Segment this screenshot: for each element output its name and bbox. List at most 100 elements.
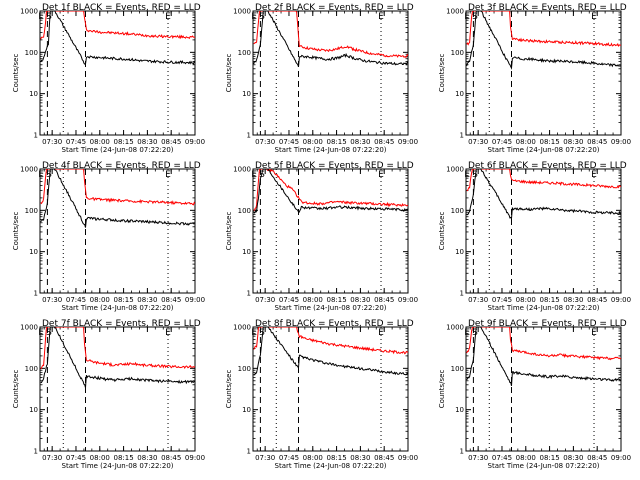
chart-panel-1: Det 1f BLACK = Events, RED = LLD 1 10 100 10…: [12, 3, 205, 154]
x-tick-label: 08:00: [516, 296, 536, 304]
x-tick-label: 08:30: [350, 296, 370, 304]
x-tick-label: 07:45: [492, 296, 512, 304]
x-axis-label: Start Time (24-Jun-08 07:22:20): [62, 304, 174, 312]
y-tick-label: 10: [29, 248, 38, 256]
y-tick-label: 1: [34, 132, 38, 140]
x-tick-label: 08:15: [539, 138, 559, 146]
chart-panel-7: Det 7f BLACK = Events, RED = LLD 1 10 100 10…: [12, 319, 205, 470]
event-marker-label: S: [46, 328, 52, 338]
y-axis-label: Counts/sec: [438, 370, 446, 409]
y-tick-label: 1000: [446, 166, 464, 174]
lld-series-line: [466, 11, 621, 48]
y-tick-label: 10: [242, 406, 251, 414]
plot-frame: [39, 168, 196, 294]
event-marker-label: E: [591, 328, 597, 338]
lld-series-line: [253, 169, 408, 211]
lld-series-line: [466, 327, 621, 361]
event-marker-label: E: [251, 12, 257, 22]
lld-series-line: [40, 327, 195, 370]
event-marker-label: E: [165, 12, 171, 22]
x-tick-label: 09:00: [185, 296, 205, 304]
event-marker-label: E: [251, 170, 257, 180]
x-tick-label: 08:00: [516, 138, 536, 146]
x-tick-label: 08:00: [90, 296, 110, 304]
x-tick-label: 07:45: [66, 296, 86, 304]
y-tick-label: 1: [34, 448, 38, 456]
x-axis-label: Start Time (24-Jun-08 07:22:20): [488, 146, 600, 154]
y-tick-label: 1: [460, 448, 464, 456]
x-tick-label: 08:30: [137, 138, 157, 146]
events-series-line: [253, 327, 408, 376]
x-tick-label: 08:45: [587, 296, 607, 304]
x-tick-label: 08:45: [161, 138, 181, 146]
event-marker-label: E: [378, 170, 384, 180]
event-marker-label: E: [378, 12, 384, 22]
plot-frame: [252, 326, 409, 452]
x-tick-label: 07:30: [468, 454, 488, 462]
x-tick-label: 08:45: [374, 138, 394, 146]
event-marker-label: E: [591, 12, 597, 22]
x-tick-label: 07:45: [279, 296, 299, 304]
x-tick-label: 07:45: [279, 138, 299, 146]
x-tick-label: 08:15: [326, 138, 346, 146]
y-axis-label: Counts/sec: [12, 370, 20, 409]
chart-title: Det 5f BLACK = Events, RED = LLD: [255, 161, 414, 171]
x-tick-label: 08:00: [90, 454, 110, 462]
x-tick-label: 08:30: [137, 454, 157, 462]
y-tick-label: 100: [25, 365, 38, 373]
y-tick-label: 1: [34, 290, 38, 298]
x-tick-label: 09:00: [398, 454, 418, 462]
lld-series-line: [253, 11, 408, 58]
x-axis-label: Start Time (24-Jun-08 07:22:20): [488, 304, 600, 312]
x-tick-label: 07:45: [279, 454, 299, 462]
plot-frame: [465, 326, 622, 452]
x-tick-label: 08:15: [539, 454, 559, 462]
event-marker-label: E: [378, 328, 384, 338]
event-marker-label: E: [464, 12, 470, 22]
y-tick-label: 1: [247, 132, 251, 140]
x-tick-label: 09:00: [611, 296, 631, 304]
y-tick-label: 100: [25, 207, 38, 215]
x-tick-label: 07:45: [492, 454, 512, 462]
y-tick-label: 1: [460, 290, 464, 298]
event-marker-label: S: [259, 170, 265, 180]
chart-title: Det 9f BLACK = Events, RED = LLD: [468, 319, 627, 329]
x-tick-label: 08:30: [563, 296, 583, 304]
y-axis-label: Counts/sec: [12, 54, 20, 93]
events-series-line: [40, 327, 195, 388]
x-tick-label: 08:30: [563, 138, 583, 146]
x-tick-label: 08:00: [303, 138, 323, 146]
plot-frame: [252, 168, 409, 294]
events-series-line: [253, 11, 408, 68]
lld-series-line: [253, 327, 408, 355]
x-tick-label: 08:30: [350, 138, 370, 146]
y-tick-label: 10: [242, 90, 251, 98]
y-axis-label: Counts/sec: [225, 212, 233, 251]
x-tick-label: 08:00: [90, 138, 110, 146]
x-tick-label: 08:00: [303, 296, 323, 304]
plot-frame: [39, 326, 196, 452]
y-tick-label: 1: [247, 290, 251, 298]
event-marker-label: E: [251, 328, 257, 338]
x-tick-label: 08:30: [563, 454, 583, 462]
lld-series-line: [466, 169, 621, 192]
y-tick-label: 10: [455, 406, 464, 414]
y-tick-label: 10: [29, 406, 38, 414]
y-axis-label: Counts/sec: [12, 212, 20, 251]
y-tick-label: 1: [460, 132, 464, 140]
x-tick-label: 08:15: [113, 454, 133, 462]
events-series-line: [466, 11, 621, 70]
x-tick-label: 08:45: [374, 454, 394, 462]
x-axis-label: Start Time (24-Jun-08 07:22:20): [275, 304, 387, 312]
y-tick-label: 10: [455, 248, 464, 256]
y-tick-label: 100: [25, 49, 38, 57]
y-tick-label: 1000: [20, 166, 38, 174]
y-tick-label: 1000: [233, 166, 251, 174]
event-marker-label: E: [38, 328, 44, 338]
x-axis-label: Start Time (24-Jun-08 07:22:20): [62, 462, 174, 470]
x-axis-label: Start Time (24-Jun-08 07:22:20): [62, 146, 174, 154]
x-tick-label: 07:45: [492, 138, 512, 146]
x-tick-label: 08:15: [113, 138, 133, 146]
x-tick-label: 08:45: [587, 454, 607, 462]
